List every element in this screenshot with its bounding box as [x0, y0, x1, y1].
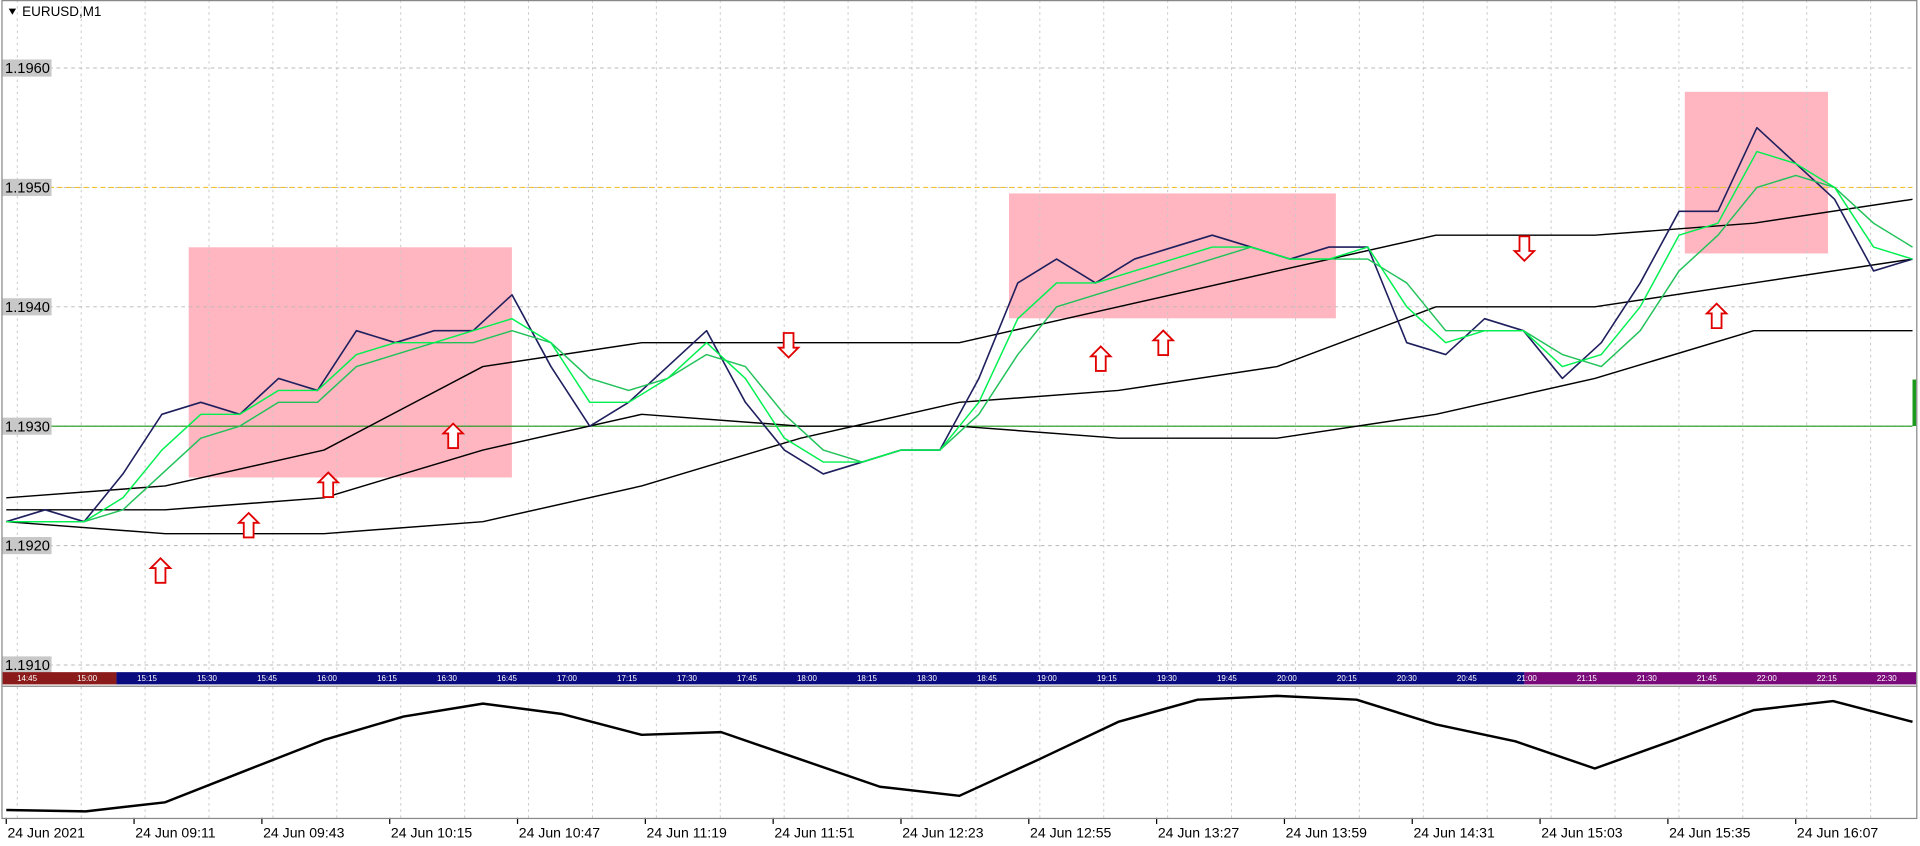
buy-arrow: [316, 471, 341, 498]
buy-arrow: [441, 422, 466, 450]
session-label: 17:45: [737, 674, 757, 683]
x-tick-label: 24 Jun 11:19: [647, 824, 727, 840]
series-line: [6, 198, 1913, 499]
x-tick-label: 24 Jun 09:43: [263, 824, 344, 840]
y-tick-label-bg: [2, 417, 52, 435]
series-line: [6, 126, 1913, 523]
session-label: 21:30: [1637, 674, 1657, 683]
x-tick-label: 24 Jun 12:23: [902, 824, 983, 840]
y-tick-label: 1.1920: [5, 539, 50, 555]
session-strip: [116, 672, 1525, 685]
y-tick-label-bg: [2, 178, 52, 196]
x-tick-label: 24 Jun 16:07: [1797, 824, 1878, 840]
y-tick-label: 1.1930: [5, 419, 50, 435]
x-tick-label: 24 Jun 10:47: [519, 824, 600, 840]
session-label: 21:45: [1697, 674, 1717, 683]
x-tick-label: 24 Jun 11:51: [774, 824, 854, 840]
session-label: 20:45: [1457, 674, 1477, 683]
x-tick-label: 24 Jun 13:59: [1286, 824, 1367, 840]
buy-arrow: [1088, 345, 1113, 372]
session-label: 19:00: [1037, 674, 1057, 683]
sell-arrow: [1512, 235, 1537, 263]
session-label: 19:30: [1157, 674, 1177, 683]
x-tick-label: 24 Jun 13:27: [1158, 824, 1239, 840]
price-marker: [1912, 379, 1917, 427]
session-label: 19:15: [1097, 674, 1117, 683]
session-label: 15:15: [137, 674, 157, 683]
y-tick-label-bg: [2, 59, 52, 77]
session-label: 16:45: [497, 674, 517, 683]
y-tick-label: 1.1950: [5, 181, 50, 197]
x-tick-label: 24 Jun 09:11: [135, 824, 215, 840]
series-line: [6, 174, 1913, 523]
session-label: 18:00: [797, 674, 817, 683]
session-label: 15:30: [197, 674, 217, 683]
session-label: 16:30: [437, 674, 457, 683]
session-label: 17:15: [617, 674, 637, 683]
session-label: 15:45: [257, 674, 277, 683]
x-tick-label: 24 Jun 2021: [7, 824, 85, 840]
x-tick-label: 24 Jun 14:31: [1413, 824, 1494, 840]
chart-title: EURUSD,M1: [22, 4, 101, 19]
y-tick-label: 1.1940: [5, 300, 50, 316]
session-label: 18:30: [917, 674, 937, 683]
session-label: 22:30: [1877, 674, 1897, 683]
series-line: [6, 150, 1913, 523]
series-line: [6, 258, 1913, 535]
session-label: 20:30: [1397, 674, 1417, 683]
y-tick-label: 1.1910: [5, 658, 50, 674]
session-label: 22:15: [1817, 674, 1837, 683]
sell-arrow: [776, 332, 801, 359]
highlight-zone: [188, 247, 512, 478]
session-label: 18:45: [977, 674, 997, 683]
session-label: 16:15: [377, 674, 397, 683]
buy-arrow: [148, 556, 173, 584]
menu-triangle[interactable]: [8, 8, 17, 15]
highlight-zone: [1008, 193, 1336, 319]
session-label: 19:45: [1217, 674, 1237, 683]
session-label: 17:00: [557, 674, 577, 683]
y-tick-label-bg: [2, 537, 52, 555]
buy-arrow: [1151, 329, 1176, 356]
session-strip: [2, 672, 117, 685]
y-tick-label-bg: [2, 656, 52, 674]
session-strip: [1524, 672, 1917, 685]
session-label: 21:15: [1577, 674, 1597, 683]
series-line: [6, 694, 1913, 813]
x-tick-label: 24 Jun 15:35: [1669, 824, 1750, 840]
x-tick-label: 24 Jun 12:55: [1030, 824, 1111, 840]
session-label: 18:15: [857, 674, 877, 683]
session-label: 14:45: [17, 674, 37, 683]
session-label: 20:15: [1337, 674, 1357, 683]
session-label: 16:00: [317, 674, 337, 683]
buy-arrow: [236, 511, 261, 539]
buy-arrow: [1704, 302, 1729, 330]
frame: [1, 0, 1918, 820]
y-tick-label-bg: [2, 298, 52, 316]
session-label: 15:00: [77, 674, 97, 683]
session-label: 17:30: [677, 674, 697, 683]
session-label: 21:00: [1517, 674, 1537, 683]
y-tick-label: 1.1960: [5, 61, 50, 77]
session-label: 22:00: [1757, 674, 1777, 683]
x-tick-label: 24 Jun 15:03: [1541, 824, 1622, 840]
x-tick-label: 24 Jun 10:15: [391, 824, 472, 840]
session-label: 20:00: [1277, 674, 1297, 683]
